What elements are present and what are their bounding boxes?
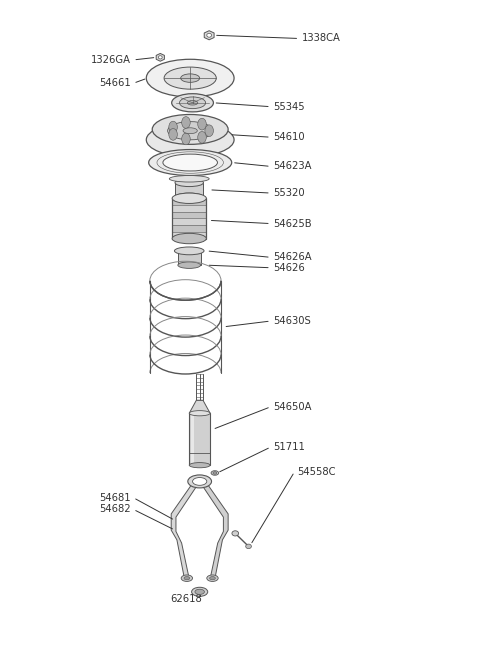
- Polygon shape: [178, 251, 201, 265]
- Ellipse shape: [163, 154, 217, 171]
- Ellipse shape: [232, 531, 239, 536]
- Ellipse shape: [175, 179, 204, 187]
- Ellipse shape: [189, 411, 210, 416]
- Circle shape: [169, 121, 177, 133]
- Ellipse shape: [172, 94, 214, 112]
- Ellipse shape: [207, 33, 212, 37]
- Circle shape: [198, 119, 206, 130]
- Text: 1326GA: 1326GA: [91, 55, 131, 65]
- Ellipse shape: [210, 576, 216, 580]
- Polygon shape: [175, 183, 204, 197]
- Ellipse shape: [169, 176, 209, 182]
- Polygon shape: [156, 54, 165, 61]
- Text: 54650A: 54650A: [273, 402, 312, 412]
- Circle shape: [205, 125, 214, 136]
- Ellipse shape: [246, 544, 252, 549]
- Ellipse shape: [180, 74, 200, 83]
- Ellipse shape: [164, 67, 216, 89]
- Text: 1338CA: 1338CA: [301, 33, 340, 43]
- Text: 55320: 55320: [273, 188, 305, 198]
- Ellipse shape: [195, 590, 204, 595]
- Text: 54682: 54682: [99, 504, 131, 514]
- Polygon shape: [189, 413, 210, 465]
- Ellipse shape: [175, 193, 204, 201]
- Ellipse shape: [174, 247, 204, 255]
- Ellipse shape: [187, 100, 198, 105]
- Text: 54626A: 54626A: [273, 252, 312, 263]
- Text: 54558C: 54558C: [297, 466, 336, 477]
- Polygon shape: [171, 485, 196, 579]
- Ellipse shape: [178, 262, 201, 269]
- Ellipse shape: [188, 475, 212, 488]
- Polygon shape: [172, 198, 206, 205]
- Ellipse shape: [168, 122, 213, 140]
- Ellipse shape: [149, 149, 232, 176]
- Text: 51711: 51711: [273, 442, 305, 452]
- Polygon shape: [172, 212, 206, 218]
- Text: 54681: 54681: [99, 493, 131, 502]
- Text: 62618: 62618: [170, 594, 202, 604]
- Text: 54630S: 54630S: [273, 316, 311, 326]
- Ellipse shape: [184, 576, 190, 580]
- Circle shape: [198, 132, 206, 143]
- Polygon shape: [172, 205, 206, 212]
- Polygon shape: [203, 485, 228, 579]
- Text: 54625B: 54625B: [273, 219, 312, 229]
- Text: 54661: 54661: [99, 79, 131, 88]
- Text: 54626: 54626: [273, 263, 305, 272]
- Ellipse shape: [172, 193, 206, 204]
- Ellipse shape: [158, 56, 162, 59]
- Ellipse shape: [146, 60, 234, 97]
- Ellipse shape: [192, 588, 208, 596]
- Polygon shape: [172, 218, 206, 225]
- Ellipse shape: [172, 233, 206, 244]
- Circle shape: [182, 133, 190, 145]
- Polygon shape: [189, 400, 210, 413]
- Ellipse shape: [192, 477, 207, 485]
- Ellipse shape: [211, 471, 219, 476]
- Ellipse shape: [189, 462, 210, 468]
- Polygon shape: [172, 225, 206, 232]
- Circle shape: [169, 128, 177, 140]
- Ellipse shape: [181, 575, 192, 582]
- Ellipse shape: [180, 97, 205, 109]
- Polygon shape: [191, 415, 193, 463]
- Polygon shape: [204, 31, 214, 40]
- Polygon shape: [172, 232, 206, 238]
- Text: 55345: 55345: [273, 102, 305, 112]
- Ellipse shape: [152, 115, 228, 144]
- Text: 54610: 54610: [273, 132, 305, 142]
- Ellipse shape: [213, 472, 217, 474]
- Ellipse shape: [207, 575, 218, 582]
- Ellipse shape: [146, 123, 234, 157]
- Circle shape: [182, 117, 190, 128]
- Text: 54623A: 54623A: [273, 161, 312, 172]
- Ellipse shape: [183, 128, 197, 134]
